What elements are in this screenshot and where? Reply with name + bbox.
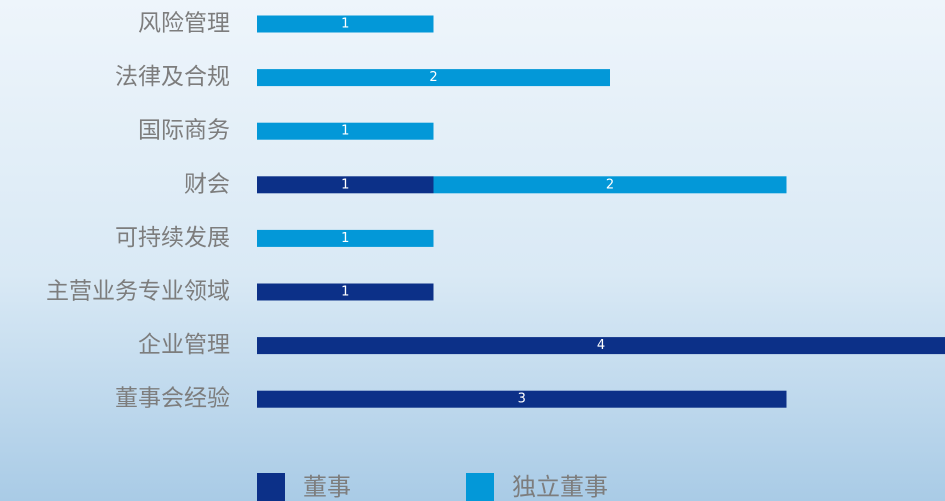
bar-segment (257, 283, 434, 301)
value-label: 1 (341, 17, 349, 32)
value-label: 1 (341, 285, 349, 300)
value-label: 1 (341, 231, 349, 246)
category-label: 风险管理 (138, 11, 230, 37)
value-label: 1 (341, 124, 349, 139)
bar-segment (257, 122, 434, 140)
category-label: 财会 (184, 171, 230, 197)
value-label: 3 (518, 392, 526, 407)
bar-segment (257, 176, 434, 194)
category-label: 国际商务 (138, 118, 230, 144)
legend-swatch (257, 473, 285, 501)
value-label: 4 (597, 338, 605, 353)
category-label: 可持续发展 (115, 225, 230, 251)
bar-segment (257, 390, 787, 408)
category-label: 董事会经验 (115, 386, 230, 412)
bar-segment (257, 69, 610, 87)
category-label: 法律及合规 (115, 64, 230, 90)
value-label: 2 (429, 70, 437, 85)
legend-swatch (466, 473, 494, 501)
value-label: 1 (341, 177, 349, 192)
value-label: 2 (606, 177, 614, 192)
category-label: 主营业务专业领域 (46, 279, 230, 305)
bar-segment (257, 229, 434, 247)
bar-segment (257, 337, 945, 355)
legend-label: 董事 (303, 473, 351, 501)
bar-segment (433, 176, 787, 194)
bar-segment (257, 15, 434, 33)
legend-label: 独立董事 (512, 473, 608, 501)
category-label: 企业管理 (138, 332, 230, 358)
